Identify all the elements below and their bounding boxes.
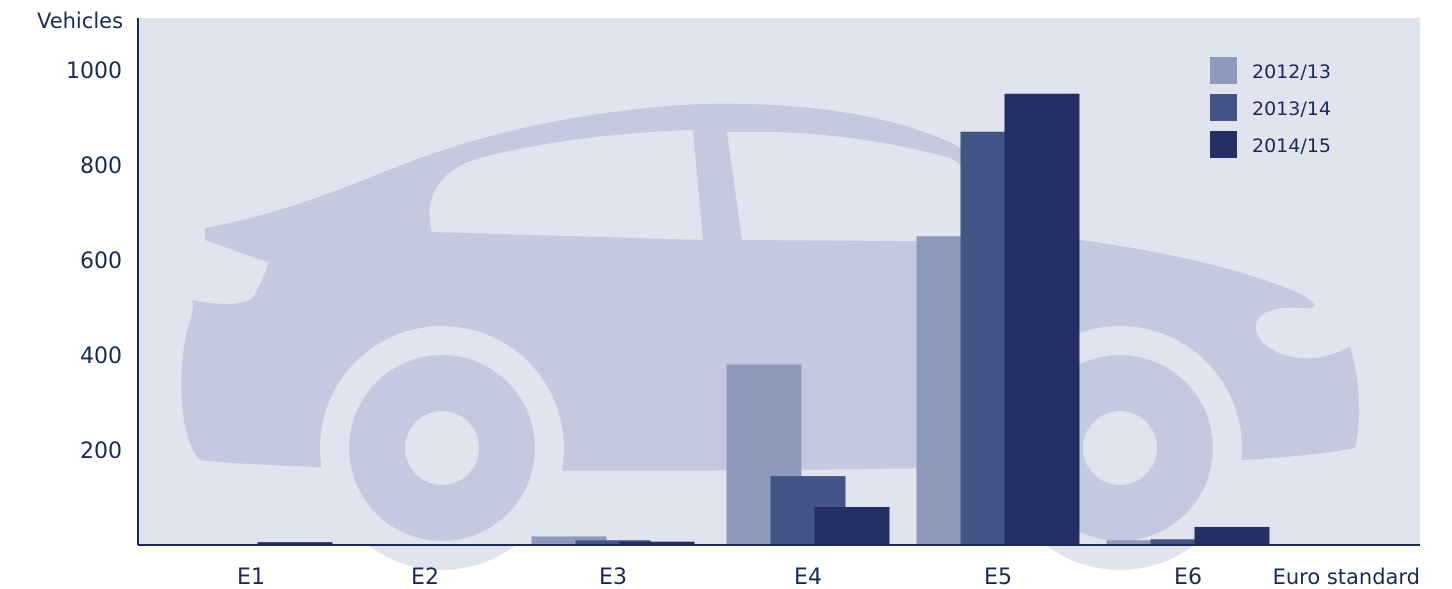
y-tick-label: 600: [80, 249, 122, 274]
bar-E3-2013/14: [575, 540, 651, 545]
legend-swatch: [1210, 131, 1237, 158]
x-axis-title: Euro standard: [1273, 565, 1420, 589]
y-tick-label: 800: [80, 154, 122, 179]
bar-E1-2014/15: [257, 542, 333, 545]
bar-E6-2014/15: [1194, 526, 1270, 545]
car-hub-front: [405, 411, 479, 485]
legend-label: 2012/13: [1252, 61, 1331, 83]
y-tick-labels: 200 400 600 800 1000: [66, 59, 122, 464]
bar-E6-2013/14: [1150, 539, 1226, 545]
y-tick-label: 400: [80, 344, 122, 369]
x-tick-label: E1: [237, 565, 265, 589]
bar-E5-2014/15: [1004, 93, 1080, 545]
x-tick-label: E6: [1174, 565, 1202, 589]
x-tick-label: E3: [599, 565, 627, 589]
x-tick-label: E2: [411, 565, 439, 589]
x-tick-label: E5: [984, 565, 1012, 589]
bar-E3-2014/15: [619, 541, 695, 545]
bar-E6-2012/13: [1106, 540, 1182, 545]
axes: [137, 18, 1420, 546]
y-tick-label: 200: [80, 439, 122, 464]
legend: 2012/13 2013/14 2014/15: [1210, 57, 1331, 158]
car-hub-rear: [1083, 411, 1157, 485]
y-tick-label: 1000: [66, 59, 122, 84]
x-tick-label: E4: [794, 565, 822, 589]
bar-E4-2014/15: [814, 507, 890, 545]
legend-label: 2014/15: [1252, 135, 1331, 157]
legend-swatch: [1210, 57, 1237, 84]
car-window-front: [429, 130, 703, 240]
legend-swatch: [1210, 94, 1237, 121]
x-tick-labels: E1 E2 E3 E4 E5 E6: [237, 565, 1202, 589]
bars: [257, 93, 1270, 545]
legend-label: 2013/14: [1252, 98, 1331, 120]
bar-E3-2012/13: [531, 536, 607, 545]
y-axis-title: Vehicles: [37, 9, 123, 33]
